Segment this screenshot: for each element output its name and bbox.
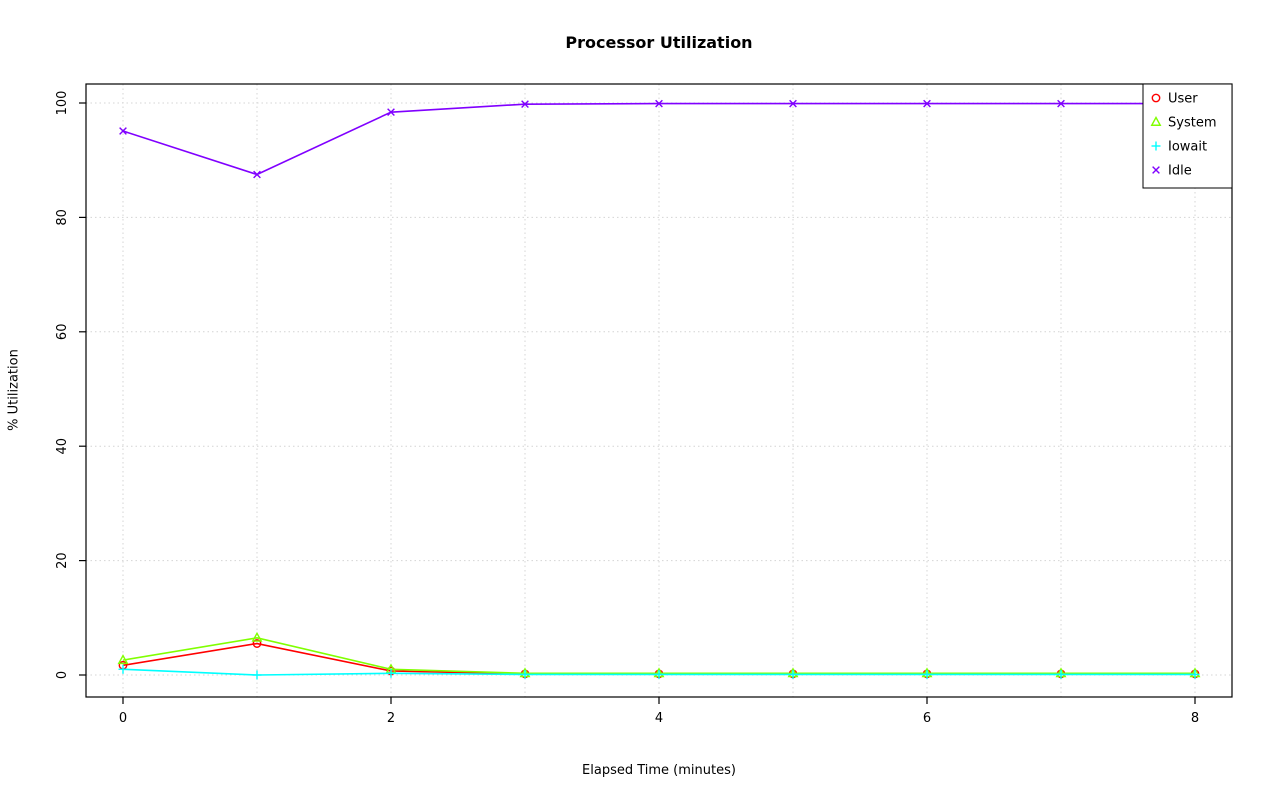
y-tick-label: 60 [55, 324, 70, 341]
x-tick-label: 2 [387, 711, 395, 726]
triangle-marker [117, 654, 129, 665]
x-marker [119, 127, 127, 135]
x-axis: 0 2 4 6 8 [119, 697, 1199, 726]
triangle-marker [1150, 116, 1162, 126]
circle-marker [1151, 93, 1161, 103]
y-tick-label: 80 [55, 209, 70, 226]
x-tick-label: 6 [923, 711, 931, 726]
x-marker [1057, 99, 1065, 108]
legend-label: System [1168, 116, 1216, 131]
circle-marker [252, 639, 262, 648]
x-tick-label: 0 [119, 711, 127, 726]
y-tick-label: 100 [55, 91, 70, 116]
y-axis-label: % Utilization [6, 349, 22, 431]
x-tick-label: 8 [1191, 711, 1199, 726]
x-marker [789, 99, 797, 108]
x-marker [387, 108, 395, 117]
legend-label: User [1168, 92, 1198, 107]
x-marker [521, 100, 529, 109]
legend-label: Iowait [1168, 140, 1207, 155]
series-iowait [118, 664, 1200, 680]
legend-label: Idle [1168, 164, 1192, 179]
x-marker [1152, 166, 1160, 174]
x-tick-label: 4 [655, 711, 663, 726]
chart-title: Processor Utilization [565, 33, 753, 52]
triangle-marker [251, 631, 263, 642]
y-tick-label: 20 [55, 552, 70, 569]
legend-box [1142, 83, 1233, 189]
series-idle [119, 99, 1199, 179]
y-axis: 0 20 40 60 80 100 [55, 91, 86, 679]
x-marker [655, 99, 663, 108]
y-tick-label: 40 [55, 438, 70, 455]
x-marker [923, 99, 931, 108]
x-axis-label: Elapsed Time (minutes) [582, 763, 736, 778]
legend: User System Iowait Idle [1142, 83, 1233, 189]
y-tick-label: 0 [55, 671, 70, 679]
x-marker [253, 170, 261, 179]
